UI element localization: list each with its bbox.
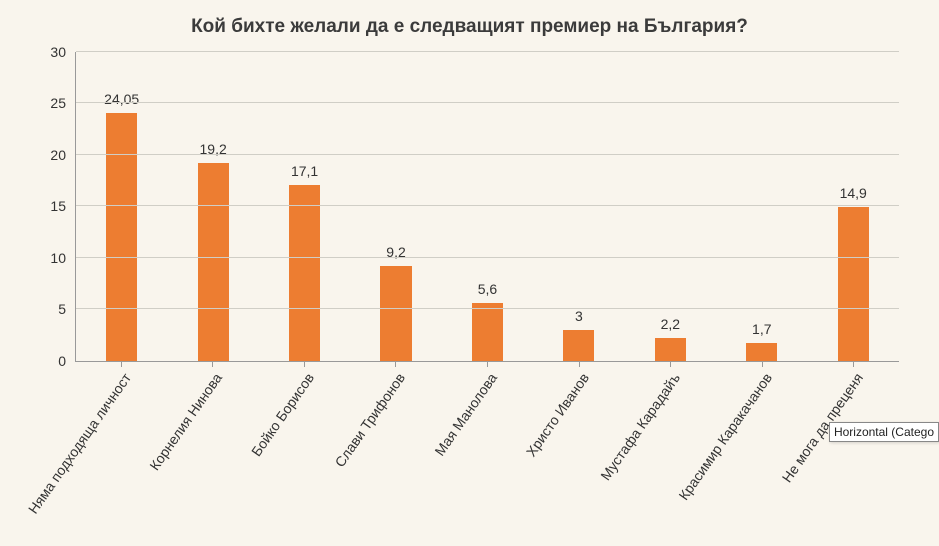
bar[interactable]: 3 — [563, 330, 594, 361]
x-axis-labels: Няма подходяща личностКорнелия НиноваБой… — [75, 362, 899, 502]
x-axis-label: Бойко Борисов — [248, 370, 317, 459]
bar-slot: 17,1 — [259, 52, 350, 361]
bar-slot: 9,2 — [350, 52, 441, 361]
chart-container: Кой бихте желали да е следващият премиер… — [0, 0, 939, 546]
plot-wrapper: 24,0519,217,19,25,632,21,714,9 051015202… — [75, 52, 899, 362]
bar-value-label: 14,9 — [840, 185, 867, 201]
x-tick — [670, 361, 671, 367]
bar-value-label: 1,7 — [752, 321, 771, 337]
bar-slot: 19,2 — [167, 52, 258, 361]
x-tick — [762, 361, 763, 367]
bar[interactable]: 17,1 — [289, 185, 320, 361]
gridline — [76, 205, 899, 206]
bar[interactable]: 24,05 — [106, 113, 137, 361]
axis-tooltip: Horizontal (Catego — [829, 422, 939, 442]
y-tick-label: 20 — [50, 147, 76, 163]
gridline — [76, 257, 899, 258]
bar-slot: 24,05 — [76, 52, 167, 361]
x-label-slot: Корнелия Нинова — [167, 362, 259, 502]
y-tick-label: 5 — [58, 301, 76, 317]
chart-title: Кой бихте желали да е следващият премиер… — [20, 15, 919, 40]
bar-value-label: 17,1 — [291, 163, 318, 179]
bar-slot: 5,6 — [442, 52, 533, 361]
bars-area: 24,05 19,2 17,1 9,2 5,6 3 2,2 1,7 14,9 — [76, 52, 899, 361]
bar-slot: 3 — [533, 52, 624, 361]
bar-value-label: 2,2 — [661, 316, 680, 332]
gridline — [76, 51, 899, 52]
bar[interactable]: 14,9 — [838, 207, 869, 360]
bar-value-label: 3 — [575, 308, 583, 324]
bar[interactable]: 2,2 — [655, 338, 686, 361]
y-tick-label: 10 — [50, 250, 76, 266]
bar-slot: 1,7 — [716, 52, 807, 361]
x-label-slot: Слави Трифонов — [350, 362, 442, 502]
y-tick-label: 30 — [50, 44, 76, 60]
x-axis-label: Христо Иванов — [522, 370, 591, 459]
y-tick-label: 0 — [58, 353, 76, 369]
x-tick — [212, 361, 213, 367]
bar-value-label: 24,05 — [104, 91, 139, 107]
bar[interactable]: 5,6 — [472, 303, 503, 361]
x-label-slot: Бойко Борисов — [258, 362, 350, 502]
gridline — [76, 308, 899, 309]
plot-area: 24,0519,217,19,25,632,21,714,9 051015202… — [75, 52, 899, 362]
x-tick — [304, 361, 305, 367]
bar[interactable]: 1,7 — [746, 343, 777, 361]
x-axis-label: Няма подходяща личност — [25, 370, 134, 517]
x-tick — [487, 361, 488, 367]
x-axis-label: Мая Манолова — [431, 370, 500, 459]
x-tick — [579, 361, 580, 367]
x-tick — [395, 361, 396, 367]
bar[interactable]: 9,2 — [380, 266, 411, 361]
bar-value-label: 5,6 — [478, 281, 497, 297]
bar[interactable]: 19,2 — [198, 163, 229, 361]
gridline — [76, 154, 899, 155]
y-tick-label: 25 — [50, 95, 76, 111]
x-label-slot: Мая Манолова — [441, 362, 533, 502]
gridline — [76, 102, 899, 103]
x-tick — [121, 361, 122, 367]
x-tick — [853, 361, 854, 367]
bar-slot: 14,9 — [808, 52, 899, 361]
y-tick-label: 15 — [50, 198, 76, 214]
bar-slot: 2,2 — [625, 52, 716, 361]
x-label-slot: Няма подходяща личност — [75, 362, 167, 502]
